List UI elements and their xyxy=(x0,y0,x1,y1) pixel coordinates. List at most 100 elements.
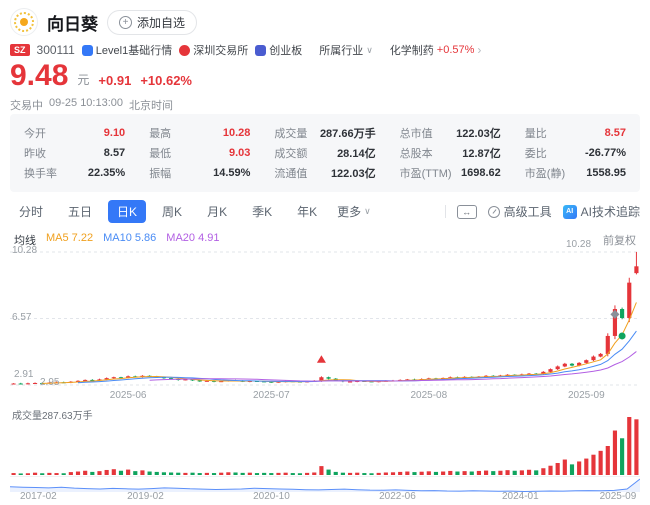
adjust-mode-dropdown[interactable]: 前复权 xyxy=(603,235,636,247)
x-axis-label: 2025-06 xyxy=(109,390,147,401)
navigator-date-label: 2020-10 xyxy=(253,491,290,502)
ma20-legend: MA20 4.91 xyxy=(166,232,220,244)
chart-tools: 高级工具 AI AI技术追踪 xyxy=(444,203,640,220)
add-watchlist-label: 添加自选 xyxy=(137,15,186,30)
stat-label: 市盈(TTM) xyxy=(399,168,452,180)
tab-quarterly-k[interactable]: 季K xyxy=(252,205,273,219)
stat-cell-4: 量比 8.57 xyxy=(525,125,626,141)
chinext-icon xyxy=(255,44,267,56)
stat-value: 14.59% xyxy=(213,167,251,179)
industry-link[interactable]: 化学制药 +0.57% xyxy=(390,42,482,58)
stat-cell-11: 振幅 14.59% xyxy=(149,165,250,181)
stat-label: 流通值 xyxy=(274,168,308,180)
chevron-right-icon xyxy=(477,43,481,57)
stat-cell-10: 换手率 22.35% xyxy=(24,165,125,181)
navigator-date-label: 2017-02 xyxy=(19,491,57,502)
measure-icon[interactable] xyxy=(456,204,477,219)
navigator-date-label: 2024-01 xyxy=(501,491,539,502)
stat-label: 成交量 xyxy=(274,128,308,140)
tab-intraday[interactable]: 分时 xyxy=(19,205,44,219)
market-status: 交易中 xyxy=(10,100,43,112)
logo-ring xyxy=(14,12,34,32)
gauge-icon xyxy=(487,205,500,218)
quote-time: 09-25 10:13:00 xyxy=(49,97,124,109)
logo-core xyxy=(20,18,28,26)
stat-label: 最低 xyxy=(149,148,172,160)
stat-label: 振幅 xyxy=(149,168,172,180)
stock-name: 向日葵 xyxy=(47,14,98,34)
industry-name: 化学制药 xyxy=(389,45,434,57)
volume-chart[interactable] xyxy=(10,405,640,475)
y-axis-label-low2: 2.95 xyxy=(40,377,60,388)
ma10-legend: MA10 5.86 xyxy=(103,232,157,244)
tag-shenzhen-label: 深圳交易所 xyxy=(193,45,249,57)
tag-level1-quotes[interactable]: Level1基础行情 xyxy=(81,42,173,58)
y-axis-label-top: 10.28 xyxy=(12,245,38,256)
x-axis-label: 2025-09 xyxy=(567,390,605,401)
industry-dropdown[interactable]: 所属行业 xyxy=(319,42,373,58)
tab-daily-k[interactable]: 日K xyxy=(108,200,147,223)
chevron-down-icon xyxy=(364,206,371,217)
stat-value: 122.03亿 xyxy=(330,168,376,180)
ma-legend-title: 均线 xyxy=(14,235,36,247)
navigator-date-label: 2019-02 xyxy=(127,491,164,502)
ai-icon: AI xyxy=(562,204,577,219)
tag-shenzhen-exchange[interactable]: 深圳交易所 xyxy=(179,42,248,58)
tag-chinext[interactable]: 创业板 xyxy=(255,42,302,58)
peak-price-label: 10.28 xyxy=(566,239,592,250)
stat-cell-7: 成交额 28.14亿 xyxy=(274,145,375,161)
tab-5day[interactable]: 五日 xyxy=(68,205,93,219)
stat-value: 8.57 xyxy=(103,147,126,159)
stat-label: 成交额 xyxy=(274,148,308,160)
stat-value: 28.14亿 xyxy=(337,148,376,160)
tab-yearly-k[interactable]: 年K xyxy=(297,205,318,219)
stat-label: 总市值 xyxy=(399,128,433,140)
stat-cell-6: 最低 9.03 xyxy=(149,145,250,161)
chevron-down-icon xyxy=(366,45,373,56)
y-axis-label-mid: 6.57 xyxy=(12,312,32,323)
stock-code: 300111 xyxy=(36,43,75,57)
quote-stats-panel: 今开 9.10 最高 10.28 成交量 287.66万手 总市值 122.03亿 量比 8.57… xyxy=(10,114,640,192)
company-logo xyxy=(10,8,38,36)
market-status-row: 交易中 09-25 10:13:00 北京时间 xyxy=(10,97,173,113)
plus-icon xyxy=(119,15,132,29)
navigator-chart[interactable] xyxy=(10,476,640,492)
volume-label: 成交量287.63万手 xyxy=(12,411,93,422)
stat-value: 9.03 xyxy=(228,147,251,159)
stat-value: 12.87亿 xyxy=(462,148,501,160)
stat-value: -26.77% xyxy=(585,147,626,159)
stat-value: 287.66万手 xyxy=(319,128,376,140)
industry-dropdown-label: 所属行业 xyxy=(319,45,364,57)
stat-cell-8: 总股本 12.87亿 xyxy=(400,145,501,161)
quote-block: 9.48 元 +0.91 +10.62% xyxy=(10,59,192,92)
add-watchlist-button[interactable]: 添加自选 xyxy=(107,9,198,35)
tab-more-label: 更多 xyxy=(337,205,362,219)
ma5-legend: MA5 7.22 xyxy=(46,232,94,244)
stat-label: 今开 xyxy=(24,128,46,140)
x-axis-label: 2025-07 xyxy=(252,390,290,401)
advanced-tools-button[interactable]: 高级工具 xyxy=(487,203,552,220)
price-change: +0.91 xyxy=(98,73,132,88)
stat-label: 昨收 xyxy=(24,148,46,160)
stat-cell-12: 流通值 122.03亿 xyxy=(274,165,375,181)
stat-cell-0: 今开 9.10 xyxy=(24,125,125,141)
tab-more[interactable]: 更多 xyxy=(333,200,375,223)
stat-cell-9: 委比 -26.77% xyxy=(525,145,626,161)
candlestick-chart[interactable] xyxy=(10,248,640,388)
ai-tracking-label: AI技术追踪 xyxy=(580,205,640,219)
navigator-date-label: 2025-09 xyxy=(599,491,637,502)
shenzhen-exchange-icon xyxy=(179,44,191,56)
ai-tracking-button[interactable]: AI AI技术追踪 xyxy=(562,203,640,220)
tab-weekly-k[interactable]: 周K xyxy=(162,205,183,219)
price-unit: 元 xyxy=(77,73,90,87)
stat-label: 委比 xyxy=(524,148,547,160)
stat-value: 10.28 xyxy=(222,127,251,139)
stat-label: 最高 xyxy=(149,128,172,140)
tab-list: 分时 五日 日K 周K 月K 季K 年K xyxy=(10,200,326,223)
stat-cell-2: 成交量 287.66万手 xyxy=(274,125,375,141)
last-price: 9.48 xyxy=(10,59,69,92)
divider xyxy=(444,205,446,218)
tag-level1-label: Level1基础行情 xyxy=(95,45,173,57)
tab-monthly-k[interactable]: 月K xyxy=(207,205,228,219)
advanced-tools-label: 高级工具 xyxy=(503,205,552,219)
